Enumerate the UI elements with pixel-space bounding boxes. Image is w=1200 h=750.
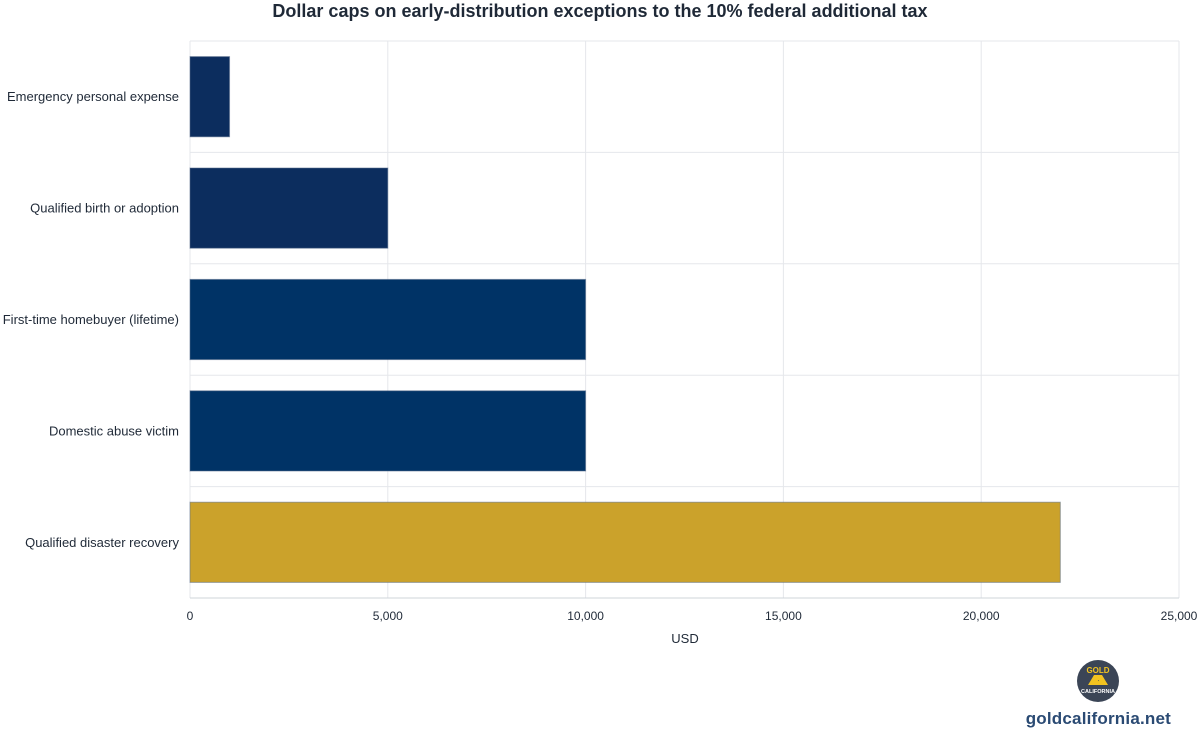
brand-logo: GOLD CALIFORNIA [1077, 660, 1119, 702]
category-labels: Emergency personal expense Qualified birt… [3, 89, 180, 550]
logo-text-gold: GOLD [1086, 666, 1109, 675]
x-tick-label: 5,000 [373, 609, 403, 623]
bar[interactable] [189, 501, 1061, 583]
category-label: Domestic abuse victim [49, 423, 179, 438]
chart-title: Dollar caps on early-distribution except… [272, 1, 927, 21]
grid-lines [189, 40, 1180, 599]
bars [189, 56, 1061, 583]
category-label: Emergency personal expense [7, 89, 179, 104]
x-axis-title: USD [671, 631, 698, 646]
x-tick-label: 0 [187, 609, 194, 623]
x-tick-label: 25,000 [1161, 609, 1198, 623]
logo-text-california: CALIFORNIA [1081, 689, 1115, 695]
x-tick-label: 10,000 [567, 609, 604, 623]
bar[interactable] [189, 390, 587, 472]
bar[interactable] [189, 167, 389, 249]
x-axis-ticks: 0 5,000 10,000 15,000 20,000 25,000 [187, 609, 1198, 623]
bar[interactable] [189, 278, 587, 361]
brand-site-link[interactable]: goldcalifornia.net [1026, 709, 1171, 728]
category-label: Qualified disaster recovery [25, 535, 179, 550]
category-label: Qualified birth or adoption [30, 201, 179, 216]
x-tick-label: 20,000 [963, 609, 1000, 623]
x-tick-label: 15,000 [765, 609, 802, 623]
gold-bars-icon [1088, 675, 1108, 685]
category-label: First-time homebuyer (lifetime) [3, 312, 179, 327]
bar[interactable] [189, 56, 231, 138]
